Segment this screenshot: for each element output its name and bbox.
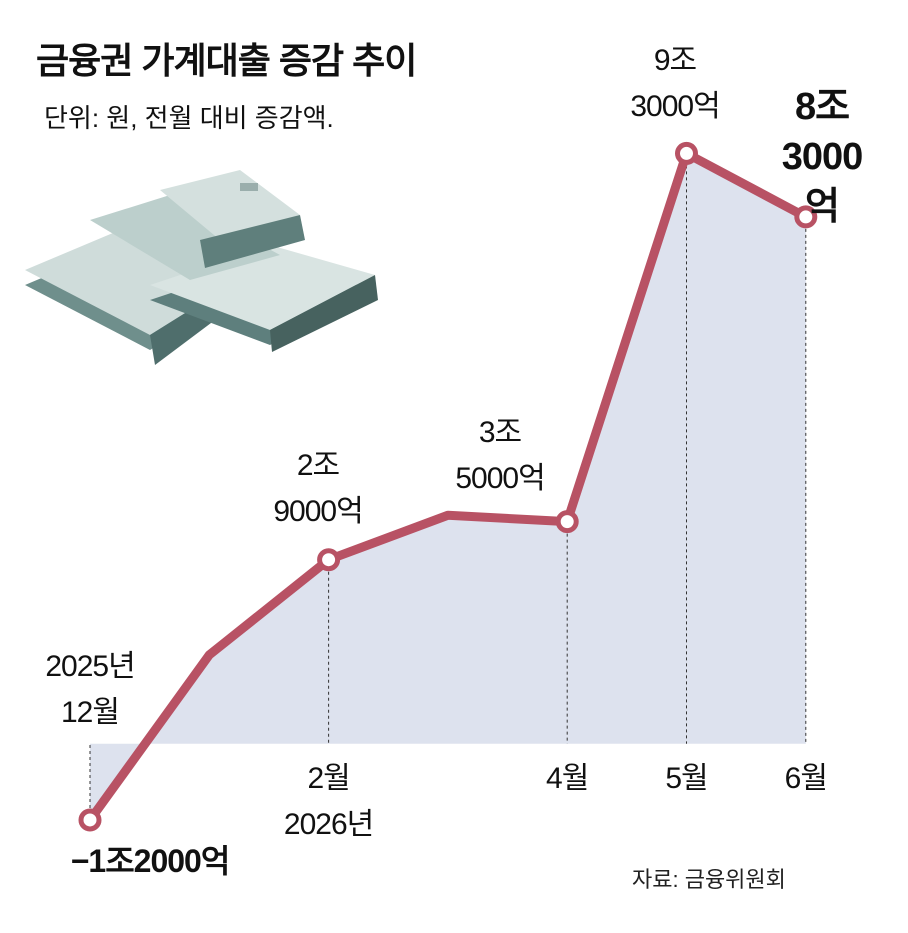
chart-title: 금융권 가계대출 증감 추이 [36,40,417,81]
x-tick-label: 6월 [784,761,828,795]
marker [317,548,341,572]
x-tick-label: 4월 [546,761,589,795]
value-label: 2조 9000억 [273,449,363,528]
marker [555,510,579,534]
value-label: 3조 5000억 [455,416,545,495]
value-label: −1조2000억 [70,843,231,879]
x-tick-label: 2월 2026년 [283,761,374,841]
value-label: 9조 3000억 [630,44,720,123]
subtitle: 단위: 원, 전월 대비 증감액. [44,103,334,133]
marker [78,808,102,832]
x-tick-label: 5월 [665,761,708,795]
source: 자료: 금융위원회 [632,867,786,892]
x-tick-label: 2025년 12월 [45,649,135,729]
marker [675,141,698,165]
value-label: 8조 3000억 [781,86,864,228]
money-illustration [25,170,378,365]
marker [794,205,818,229]
area [90,153,806,820]
